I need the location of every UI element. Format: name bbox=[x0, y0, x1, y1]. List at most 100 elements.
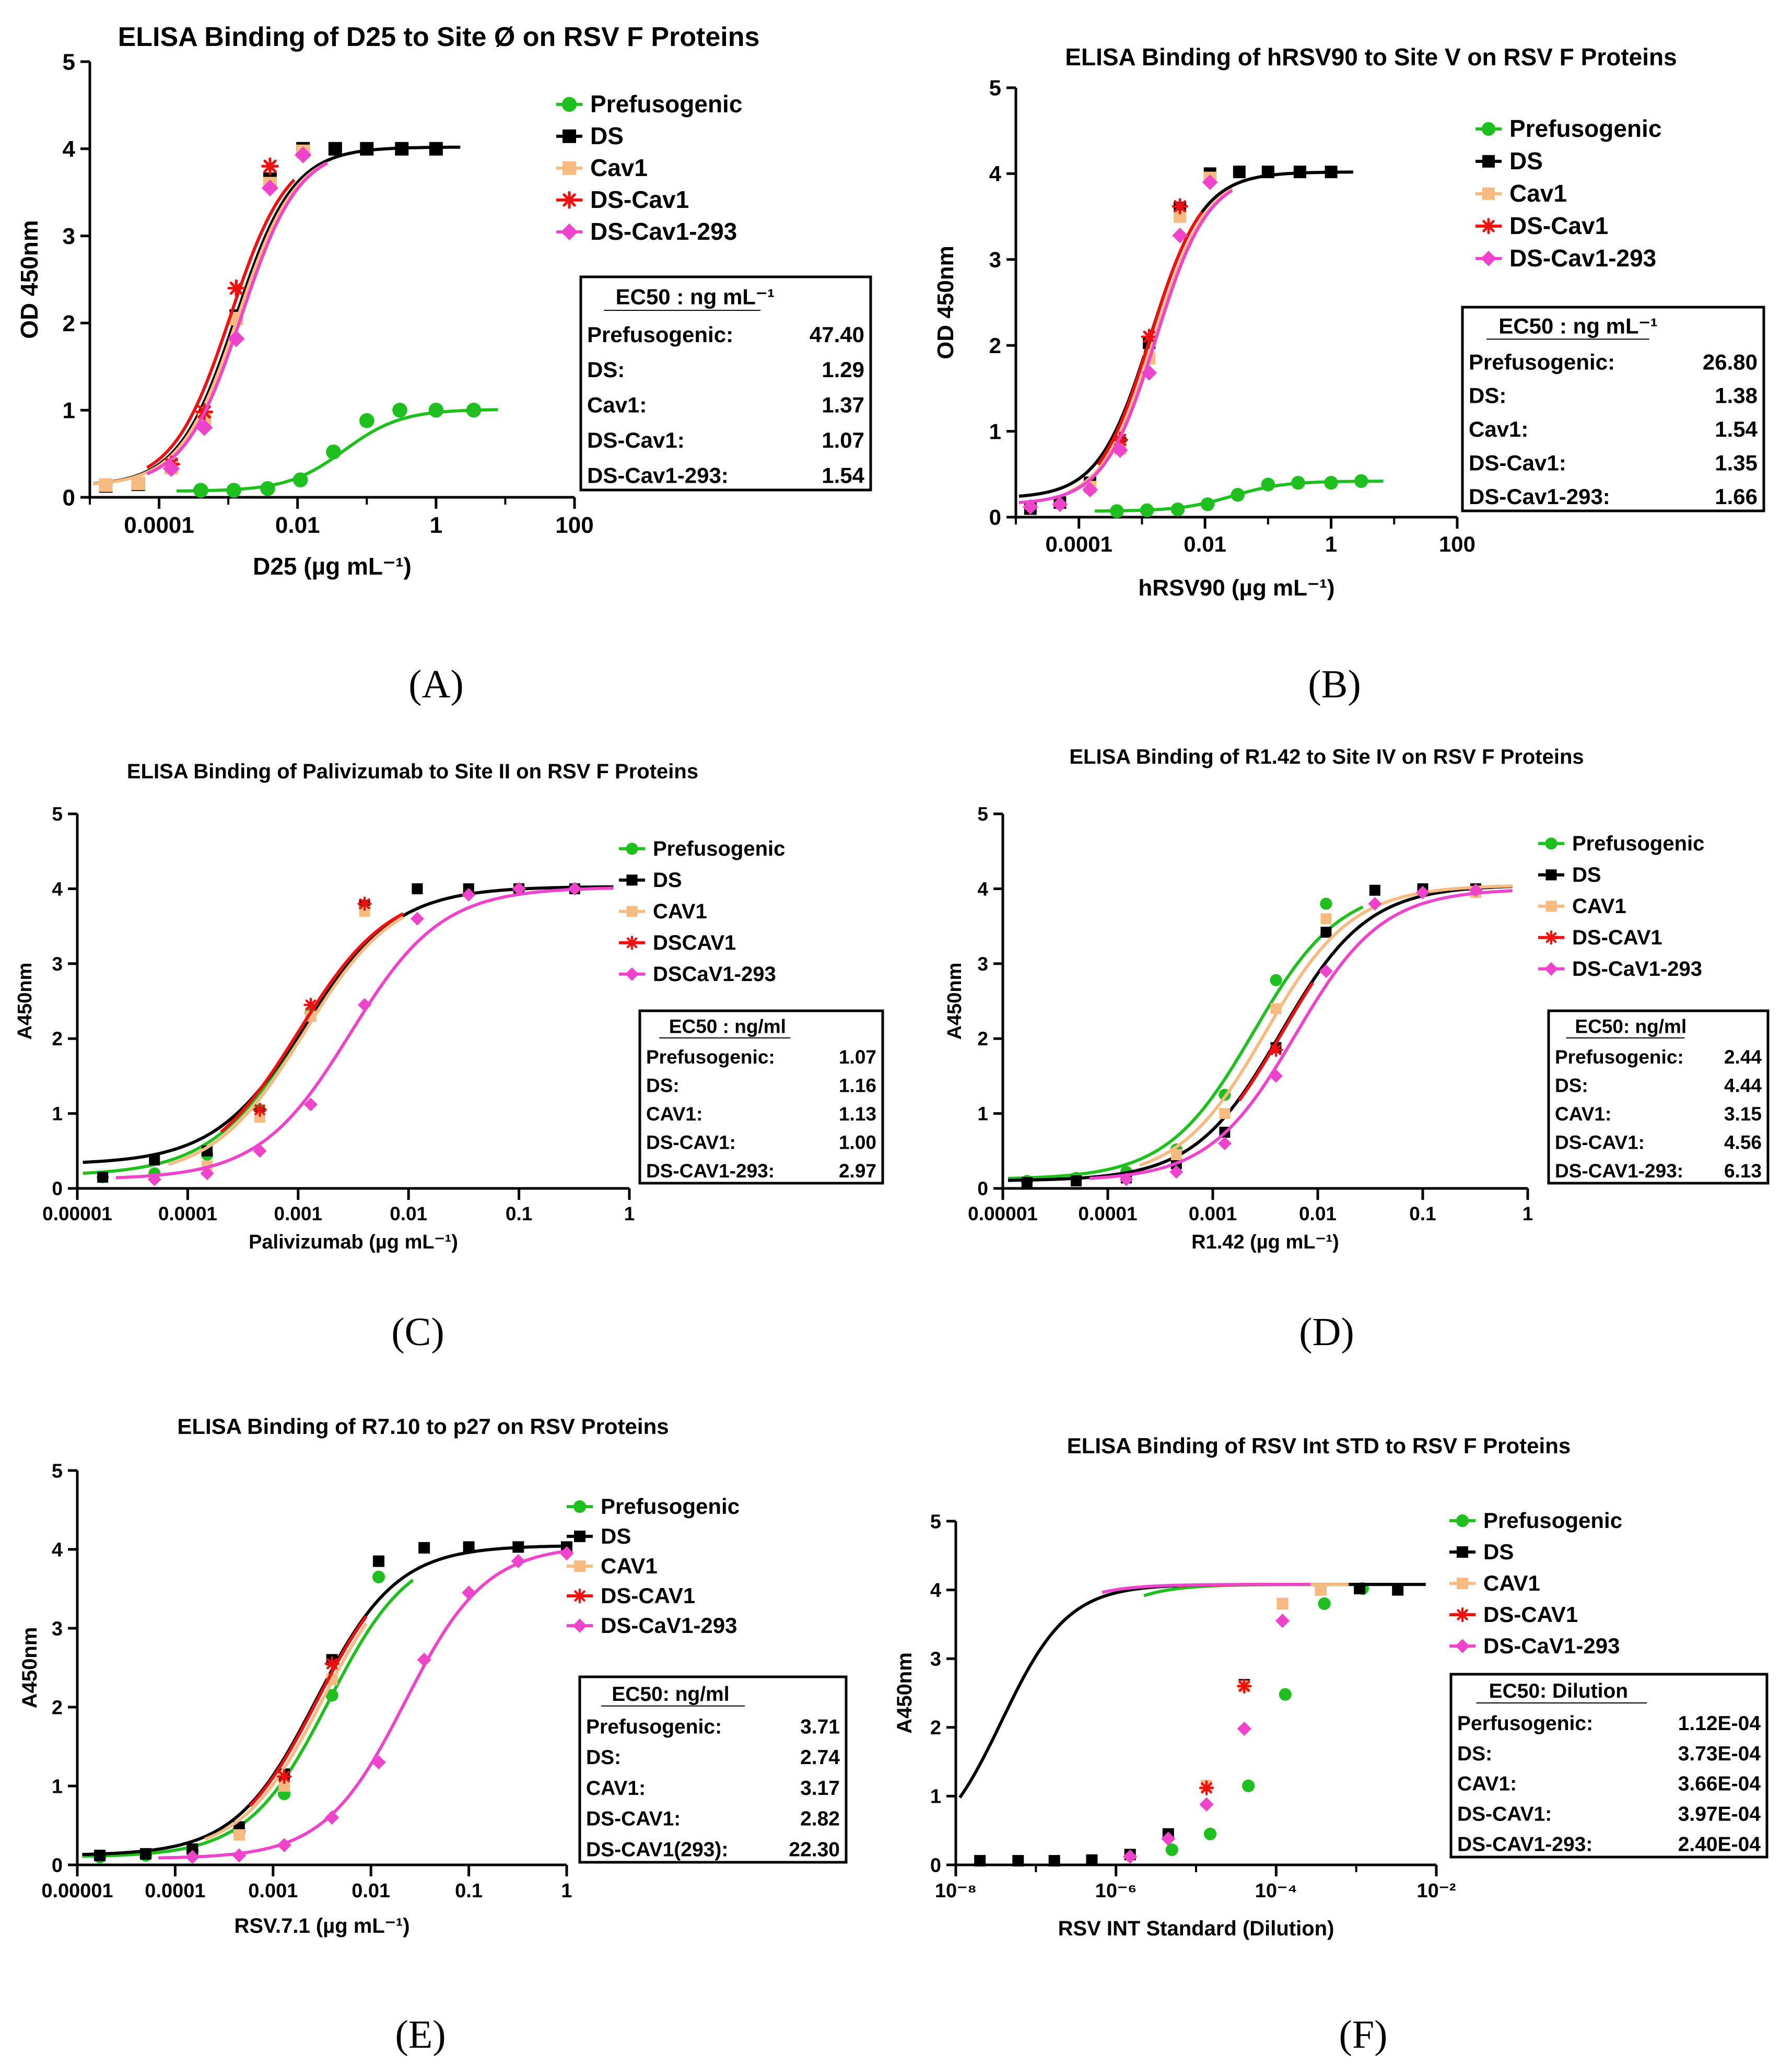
fit-curve-ds-cav1-293 bbox=[1102, 1583, 1311, 1594]
chart-panel-E: ELISA Binding of R7.10 to p27 on RSV Pro… bbox=[18, 1414, 848, 2057]
data-point-cav1 bbox=[1219, 1108, 1231, 1119]
data-point-ds-cav1-293 bbox=[1319, 964, 1333, 978]
legend-label: DS bbox=[653, 869, 682, 892]
y-tick-label: 1 bbox=[63, 398, 75, 424]
data-point-ds-cav1-293 bbox=[559, 1546, 574, 1561]
legend-label: DSCaV1-293 bbox=[653, 963, 776, 986]
ec50-row-value: 4.56 bbox=[1724, 1132, 1762, 1153]
chart-panel-F: ELISA Binding of RSV Int STD to RSV F Pr… bbox=[893, 1433, 1768, 2057]
data-point-cav1 bbox=[1320, 913, 1332, 925]
y-tick-label: 0 bbox=[989, 505, 1001, 530]
y-tick-label: 0 bbox=[930, 1854, 941, 1876]
x-tick-label: 0.1 bbox=[506, 1203, 532, 1224]
legend-label: CAV1 bbox=[1572, 895, 1626, 918]
data-point-prefusogenic bbox=[1165, 1843, 1178, 1857]
y-tick-label: 2 bbox=[63, 311, 75, 336]
x-tick-label: 0.01 bbox=[352, 1880, 390, 1902]
ec50-row-name: Prefusogenic: bbox=[1555, 1046, 1684, 1068]
data-point-ds-cav1-293 bbox=[261, 179, 279, 196]
fit-curve-dscav1 bbox=[220, 912, 404, 1133]
legend-marker bbox=[574, 1560, 585, 1572]
y-tick-label: 3 bbox=[52, 953, 63, 975]
data-point-dscav1-293 bbox=[147, 1172, 161, 1186]
fit-curve-ds bbox=[93, 145, 461, 485]
legend-label: DS-Cav1 bbox=[1509, 212, 1608, 239]
x-axis-label: D25 (µg mL⁻¹) bbox=[253, 553, 412, 580]
legend-label: DS-CaV1-293 bbox=[1483, 1633, 1620, 1658]
data-point-ds-cav1-293 bbox=[1269, 1069, 1283, 1083]
ec50-row-value: 3.73E-04 bbox=[1678, 1743, 1761, 1765]
data-point-ds-cav1-293 bbox=[511, 1554, 525, 1569]
x-axis-label: RSV.7.1 (µg mL⁻¹) bbox=[234, 1915, 409, 1937]
x-tick-label: 1 bbox=[624, 1203, 635, 1224]
data-point-prefusogenic bbox=[1231, 488, 1245, 502]
data-point-ds bbox=[1369, 884, 1380, 896]
ec50-row-value: 2.74 bbox=[800, 1746, 840, 1769]
y-axis-label: A450nm bbox=[944, 963, 966, 1040]
ec50-row-value: 3.97E-04 bbox=[1678, 1803, 1761, 1826]
legend-label: Cav1 bbox=[590, 154, 648, 181]
legend-label: DS-CaV1-293 bbox=[1572, 958, 1702, 981]
data-point-cav1 bbox=[1315, 1584, 1327, 1596]
y-tick-label: 1 bbox=[989, 419, 1001, 443]
legend-marker bbox=[1481, 122, 1496, 136]
chart-title: ELISA Binding of hRSV90 to Site V on RSV… bbox=[1065, 43, 1677, 71]
data-point-prefusogenic bbox=[193, 483, 208, 498]
fit-curve-ds-cav1-293 bbox=[1018, 189, 1233, 504]
x-tick-label: 0.00001 bbox=[41, 1880, 113, 1902]
legend-label: Prefusogenic bbox=[653, 837, 785, 860]
x-tick-label: 0.0001 bbox=[124, 512, 194, 538]
ec50-row-value: 1.54 bbox=[1715, 417, 1758, 441]
ec50-row-name: DS-CAV1: bbox=[1457, 1803, 1552, 1826]
legend-label: DS bbox=[601, 1524, 631, 1548]
legend-label: DS bbox=[1509, 147, 1543, 174]
ec50-row-value: 1.00 bbox=[839, 1132, 876, 1153]
y-tick-label: 4 bbox=[63, 136, 76, 162]
data-point-ds-cav1-293 bbox=[232, 1848, 247, 1863]
x-tick-label: 100 bbox=[555, 512, 593, 538]
panel-label: (E) bbox=[395, 2013, 446, 2057]
data-point-ds-cav1 bbox=[324, 1656, 339, 1672]
legend-marker bbox=[625, 936, 639, 950]
data-point-ds-cav1-293 bbox=[1415, 885, 1430, 900]
x-tick-label: 1 bbox=[1522, 1203, 1533, 1224]
data-point-cav1 bbox=[1270, 1003, 1282, 1014]
ec50-row-value: 1.07 bbox=[822, 428, 864, 452]
data-point-ds-cav1-293 bbox=[1119, 1172, 1133, 1186]
ec50-row-name: CAV1: bbox=[1457, 1773, 1517, 1795]
x-tick-label: 0.00001 bbox=[42, 1203, 112, 1224]
ec50-row-value: 1.54 bbox=[822, 463, 864, 488]
ec50-row-name: CAV1: bbox=[646, 1103, 702, 1125]
y-tick-label: 1 bbox=[52, 1776, 63, 1797]
data-point-prefusogenic bbox=[325, 1689, 338, 1702]
data-point-ds-cav1 bbox=[1269, 1043, 1283, 1057]
data-point-dscav1-293 bbox=[200, 1166, 214, 1181]
fit-curve-prefusogenic bbox=[82, 1579, 414, 1858]
y-tick-label: 1 bbox=[930, 1786, 941, 1808]
legend-marker bbox=[1544, 930, 1559, 945]
x-tick-label: 0.1 bbox=[1409, 1203, 1436, 1224]
ec50-row-name: DS-Cav1-293: bbox=[1469, 484, 1610, 509]
data-point-prefusogenic bbox=[1200, 497, 1215, 511]
data-point-prefusogenic bbox=[1320, 897, 1332, 910]
legend-marker bbox=[560, 223, 578, 240]
legend-label: Prefusogenic bbox=[1572, 832, 1704, 855]
axes-lines bbox=[1014, 88, 1457, 519]
data-point-ds-cav1-293 bbox=[162, 460, 180, 477]
x-tick-label: 100 bbox=[1439, 532, 1475, 556]
data-point-ds-cav1-293 bbox=[1368, 897, 1382, 911]
data-point-ds bbox=[373, 1555, 385, 1567]
panel-label: (D) bbox=[1299, 1310, 1354, 1354]
x-tick-label: 0.01 bbox=[1299, 1203, 1337, 1224]
data-point-ds-cav1-293 bbox=[1275, 1614, 1290, 1628]
ec50-row-value: 3.15 bbox=[1724, 1103, 1762, 1125]
y-tick-label: 5 bbox=[930, 1511, 941, 1533]
data-point-ds bbox=[395, 142, 409, 156]
y-tick-label: 2 bbox=[989, 333, 1001, 358]
chart-panel-B: ELISA Binding of hRSV90 to Site V on RSV… bbox=[933, 43, 1765, 706]
ec50-row-name: Prefusogenic: bbox=[587, 322, 733, 347]
fit-curve-cav1 bbox=[204, 1623, 368, 1841]
legend-marker bbox=[560, 191, 578, 209]
y-tick-label: 0 bbox=[63, 485, 75, 510]
data-point-dscav1-293 bbox=[358, 998, 372, 1012]
